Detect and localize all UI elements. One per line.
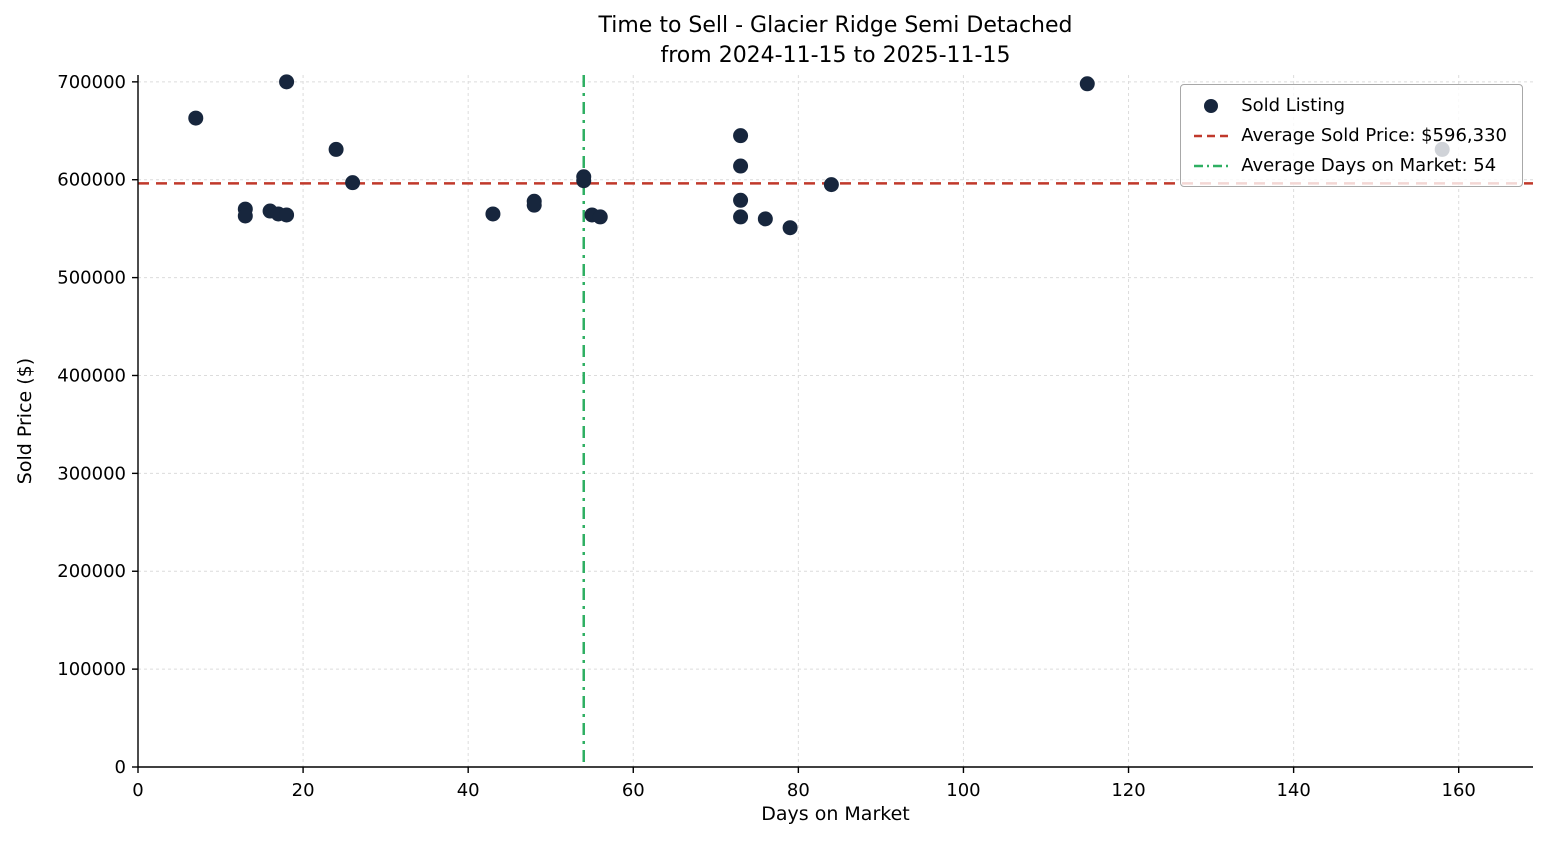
- svg-text:80: 80: [787, 780, 810, 801]
- svg-text:300000: 300000: [57, 463, 126, 484]
- svg-text:60: 60: [622, 780, 645, 801]
- svg-text:0: 0: [115, 757, 126, 778]
- legend-label: Average Days on Market: 54: [1241, 155, 1497, 176]
- dashdot-line-icon: [1194, 164, 1229, 167]
- svg-text:100: 100: [946, 780, 980, 801]
- svg-text:600000: 600000: [57, 170, 126, 191]
- legend: Sold Listing Average Sold Price: $596,33…: [1180, 84, 1523, 187]
- chart-title-line2: from 2024-11-15 to 2025-11-15: [660, 43, 1011, 68]
- y-axis-label: Sold Price ($): [14, 357, 36, 485]
- svg-text:20: 20: [292, 780, 315, 801]
- dashed-line-icon: [1194, 134, 1229, 137]
- chart-title-line1: Time to Sell - Glacier Ridge Semi Detach…: [598, 13, 1073, 38]
- scatter-dot-icon: [1204, 98, 1219, 113]
- legend-item-average-days-on-market: Average Days on Market: 54: [1193, 155, 1507, 176]
- svg-text:400000: 400000: [57, 365, 126, 386]
- svg-text:100000: 100000: [57, 659, 126, 680]
- legend-item-average-sold-price: Average Sold Price: $596,330: [1193, 125, 1507, 146]
- legend-label: Sold Listing: [1241, 95, 1346, 116]
- svg-text:40: 40: [457, 780, 480, 801]
- svg-text:160: 160: [1442, 780, 1476, 801]
- legend-item-sold-listing: Sold Listing: [1193, 95, 1507, 116]
- x-axis-label: Days on Market: [761, 803, 910, 825]
- svg-text:500000: 500000: [57, 268, 126, 289]
- chart-title: Time to Sell - Glacier Ridge Semi Detach…: [138, 11, 1533, 71]
- legend-label: Average Sold Price: $596,330: [1241, 125, 1507, 146]
- svg-text:120: 120: [1111, 780, 1145, 801]
- svg-text:0: 0: [132, 780, 143, 801]
- svg-text:140: 140: [1276, 780, 1310, 801]
- svg-text:700000: 700000: [57, 72, 126, 93]
- svg-text:200000: 200000: [57, 561, 126, 582]
